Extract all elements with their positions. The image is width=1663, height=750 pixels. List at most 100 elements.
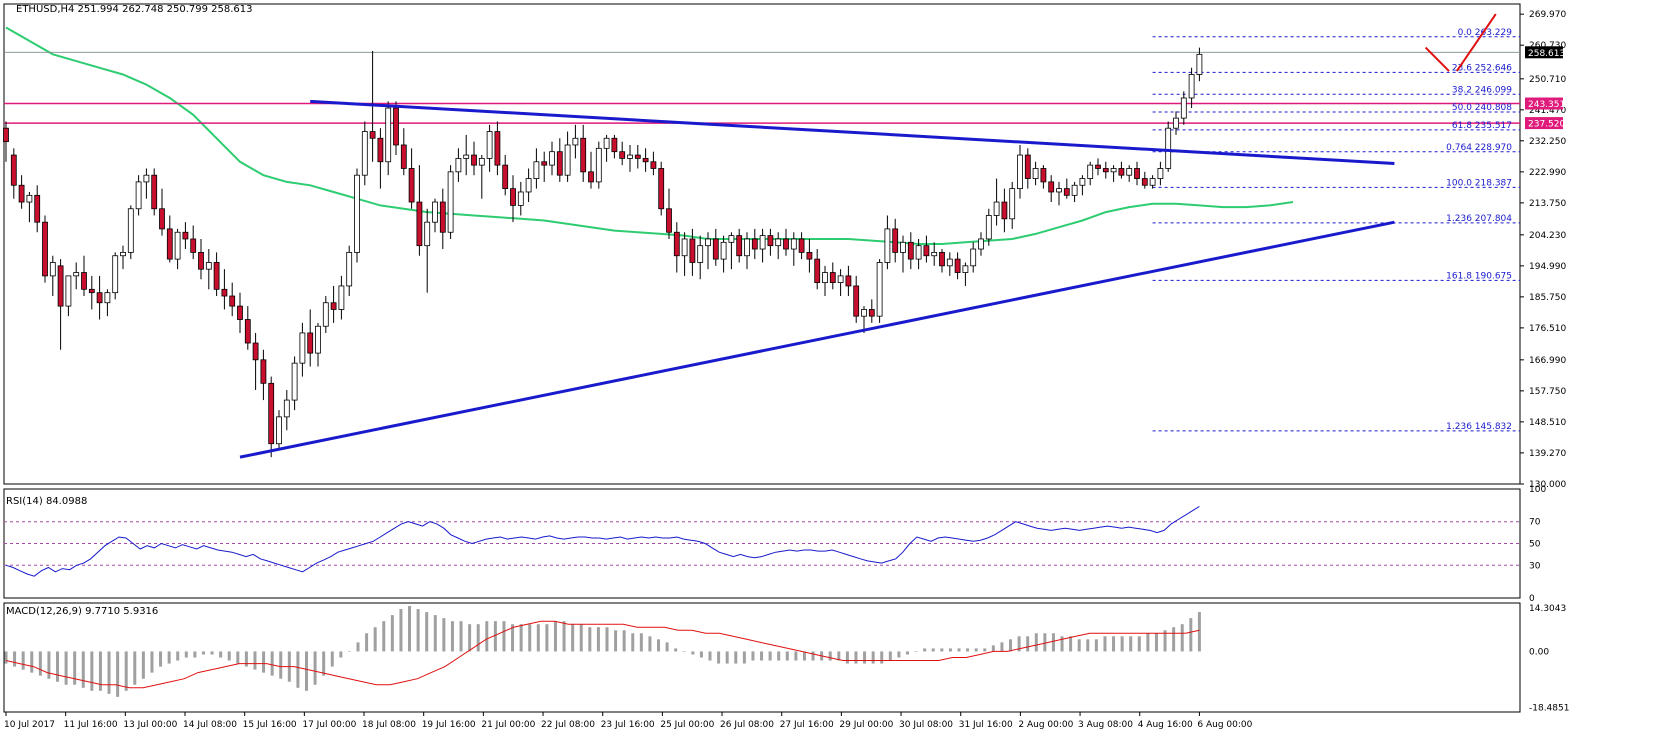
candle-body[interactable]: [705, 238, 711, 247]
candle-body[interactable]: [517, 191, 524, 206]
candle-body[interactable]: [127, 208, 134, 253]
candle-body[interactable]: [907, 241, 914, 260]
candle-body[interactable]: [642, 158, 649, 163]
candle-body[interactable]: [502, 164, 509, 190]
candle-body[interactable]: [1196, 53, 1203, 75]
candle-body[interactable]: [681, 238, 688, 257]
candle-body[interactable]: [237, 305, 243, 320]
candle-body[interactable]: [408, 168, 415, 203]
candle-body[interactable]: [494, 131, 501, 166]
candle-body[interactable]: [57, 265, 64, 307]
candle-body[interactable]: [244, 319, 251, 344]
candle-body[interactable]: [88, 288, 95, 294]
candle-body[interactable]: [330, 302, 337, 310]
candle-body[interactable]: [728, 235, 735, 243]
candle-body[interactable]: [190, 238, 197, 253]
candle-body[interactable]: [439, 201, 446, 233]
candle-body[interactable]: [580, 137, 587, 173]
candle-body[interactable]: [252, 342, 259, 361]
candle-body[interactable]: [1024, 154, 1031, 179]
candle-body[interactable]: [166, 228, 173, 260]
candle-body[interactable]: [174, 231, 181, 260]
candle-body[interactable]: [307, 332, 314, 354]
candle-body[interactable]: [471, 154, 477, 166]
candle-body[interactable]: [260, 359, 267, 384]
candle-body[interactable]: [837, 275, 844, 284]
candle-body[interactable]: [775, 238, 782, 247]
candle-body[interactable]: [1141, 178, 1148, 186]
candle-body[interactable]: [1110, 168, 1117, 173]
candle-body[interactable]: [627, 154, 633, 159]
candle-body[interactable]: [1149, 178, 1156, 186]
candle-body[interactable]: [104, 292, 111, 304]
candle-body[interactable]: [377, 137, 384, 163]
candle-body[interactable]: [1079, 178, 1086, 186]
candle-body[interactable]: [112, 255, 119, 294]
candle-body[interactable]: [822, 272, 828, 284]
candle-body[interactable]: [1095, 164, 1101, 169]
candle-body[interactable]: [603, 137, 610, 149]
price-pane[interactable]: 269.970 260.730 250.710 241.470 232.250 222.9…: [3, 3, 1567, 490]
candle-body[interactable]: [697, 245, 704, 263]
candle-body[interactable]: [572, 137, 579, 146]
candle-body[interactable]: [1134, 168, 1140, 179]
candle-body[interactable]: [588, 171, 594, 183]
candle-body[interactable]: [564, 144, 571, 176]
candle-body[interactable]: [346, 251, 353, 287]
candle-body[interactable]: [549, 151, 555, 166]
candle-body[interactable]: [900, 241, 906, 253]
candle-body[interactable]: [744, 238, 750, 257]
candle-body[interactable]: [783, 238, 789, 250]
candle-body[interactable]: [447, 171, 454, 233]
candle-body[interactable]: [1173, 117, 1179, 129]
candle-body[interactable]: [861, 309, 867, 317]
candle-body[interactable]: [322, 302, 329, 327]
candle-body[interactable]: [1087, 164, 1094, 179]
candle-body[interactable]: [416, 201, 423, 247]
candle-body[interactable]: [619, 151, 626, 159]
trendline[interactable]: [239, 220, 1395, 459]
candle-body[interactable]: [658, 168, 665, 210]
candle-body[interactable]: [884, 228, 891, 263]
candle-body[interactable]: [81, 272, 87, 290]
candle-body[interactable]: [299, 332, 306, 364]
candle-body[interactable]: [1017, 154, 1023, 190]
candle-body[interactable]: [1157, 168, 1164, 179]
candle-body[interactable]: [611, 137, 618, 153]
candle-body[interactable]: [829, 272, 836, 284]
candle-body[interactable]: [276, 416, 282, 445]
candle-body[interactable]: [65, 275, 72, 307]
candle-body[interactable]: [135, 181, 142, 210]
candle-body[interactable]: [634, 154, 641, 159]
candle-body[interactable]: [1180, 97, 1187, 119]
candle-body[interactable]: [962, 265, 969, 273]
candle-body[interactable]: [26, 194, 33, 203]
candle-body[interactable]: [486, 131, 493, 159]
candle-body[interactable]: [361, 131, 368, 176]
candle-body[interactable]: [1118, 168, 1125, 176]
candle-body[interactable]: [985, 215, 992, 240]
candle-body[interactable]: [689, 238, 696, 263]
candle-body[interactable]: [1048, 181, 1055, 193]
macd-pane[interactable]: 14.3043 0.00 -18.4851: [3, 602, 1569, 713]
candle-body[interactable]: [143, 174, 150, 183]
candle-body[interactable]: [525, 178, 532, 193]
candle-body[interactable]: [42, 221, 48, 277]
candle-body[interactable]: [205, 262, 212, 270]
candle-body[interactable]: [853, 285, 860, 317]
candle-body[interactable]: [751, 238, 758, 250]
candle-body[interactable]: [1032, 168, 1039, 179]
candle-body[interactable]: [806, 251, 813, 260]
candle-body[interactable]: [73, 272, 80, 277]
candle-body[interactable]: [1102, 168, 1109, 173]
candle-body[interactable]: [798, 238, 805, 253]
candle-body[interactable]: [478, 158, 485, 166]
candle-body[interactable]: [970, 248, 977, 267]
candle-body[interactable]: [720, 241, 727, 260]
candle-body[interactable]: [939, 251, 945, 267]
candle-body[interactable]: [993, 201, 1000, 216]
candle-body[interactable]: [1040, 168, 1047, 183]
candle-body[interactable]: [790, 238, 797, 250]
candle-body[interactable]: [10, 154, 17, 186]
candle-body[interactable]: [338, 285, 345, 310]
